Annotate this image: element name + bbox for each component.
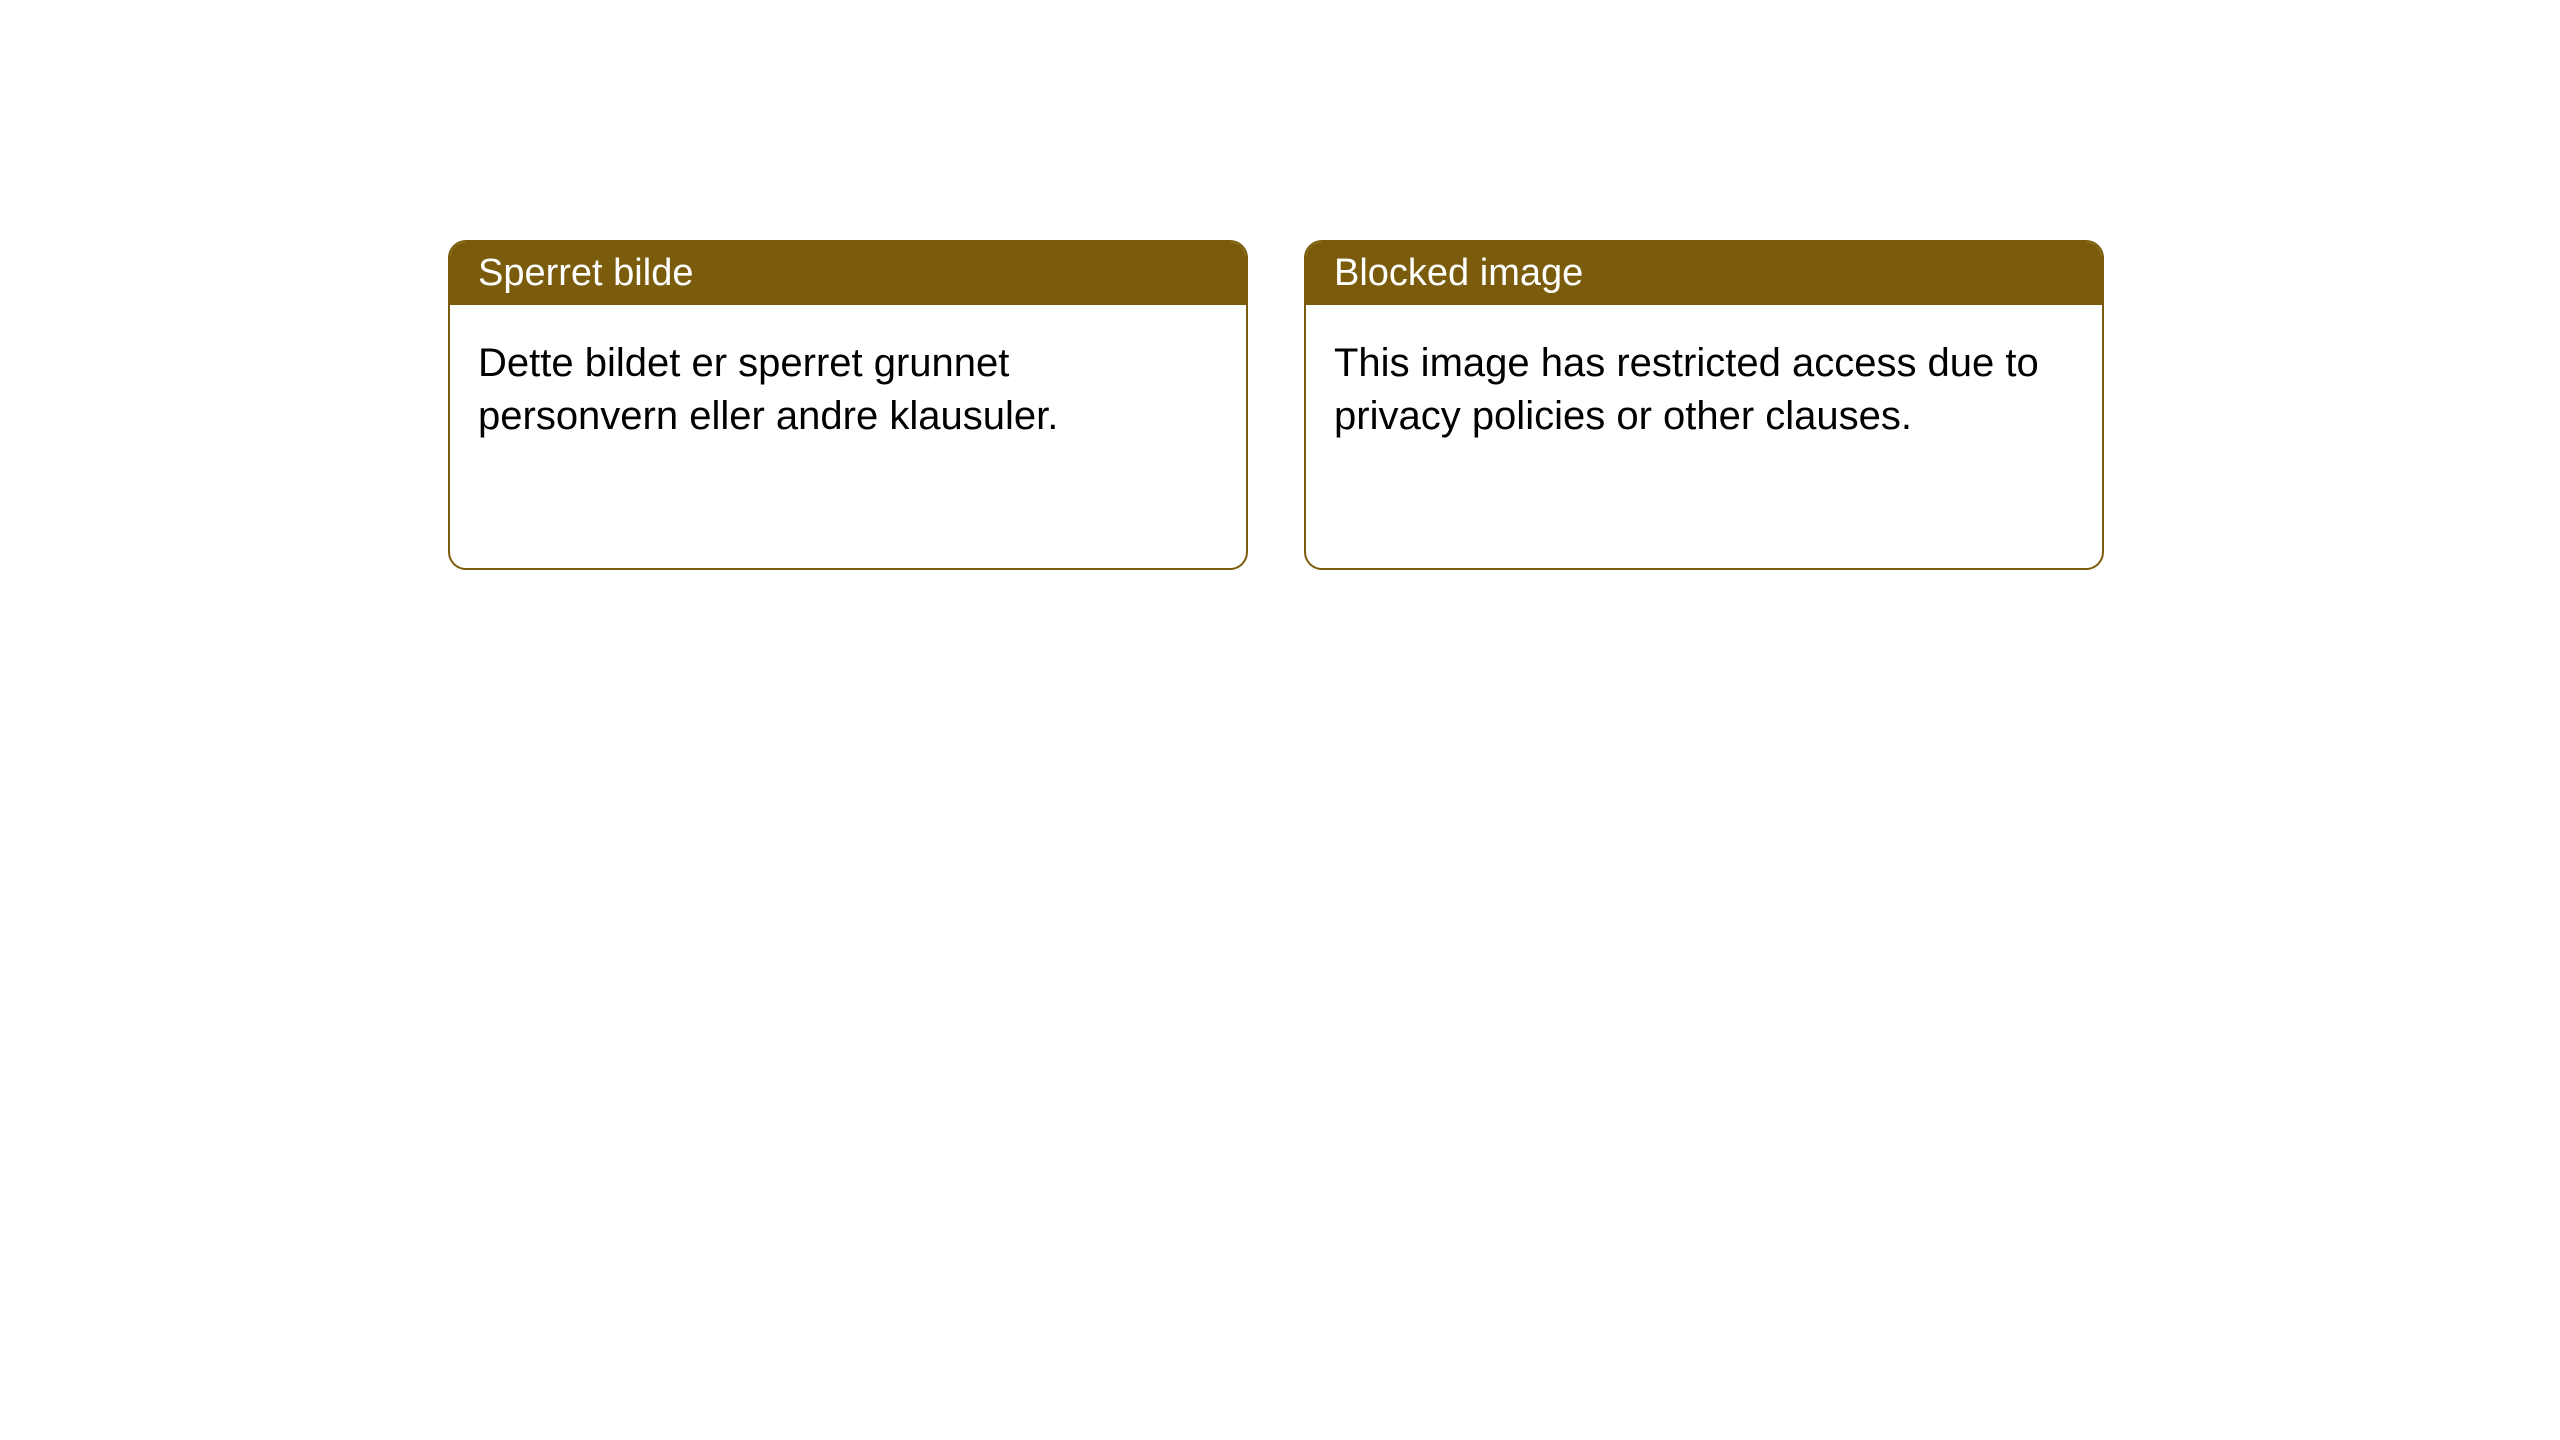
notice-body: Dette bildet er sperret grunnet personve… bbox=[450, 305, 1246, 475]
notice-card-norwegian: Sperret bilde Dette bildet er sperret gr… bbox=[448, 240, 1248, 570]
notice-body-text: This image has restricted access due to … bbox=[1334, 341, 2039, 438]
notice-card-english: Blocked image This image has restricted … bbox=[1304, 240, 2104, 570]
notice-body: This image has restricted access due to … bbox=[1306, 305, 2102, 475]
notice-body-text: Dette bildet er sperret grunnet personve… bbox=[478, 341, 1058, 438]
notice-container: Sperret bilde Dette bildet er sperret gr… bbox=[0, 0, 2560, 570]
notice-header-text: Blocked image bbox=[1334, 252, 1583, 294]
notice-header: Blocked image bbox=[1306, 242, 2102, 305]
notice-header: Sperret bilde bbox=[450, 242, 1246, 305]
notice-header-text: Sperret bilde bbox=[478, 252, 693, 294]
